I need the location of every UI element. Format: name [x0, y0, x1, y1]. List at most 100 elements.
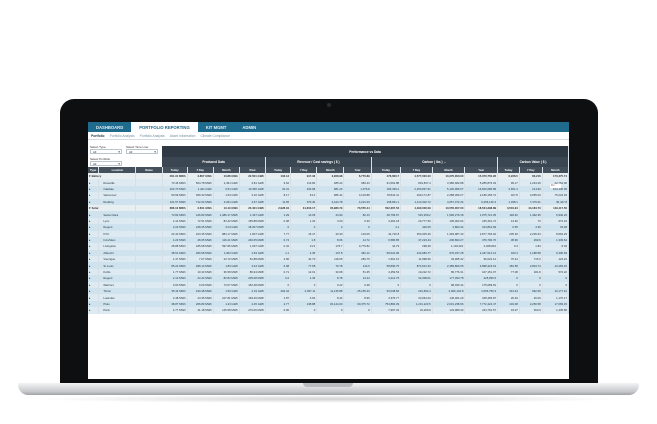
select-type-dropdown[interactable]: All	[90, 149, 122, 155]
table-row[interactable]: ▸ Albrecht 38.51 MWh 280.68 MWh 1,002 GWh 1.5…	[88, 249, 569, 257]
expand-toggle-icon[interactable]: ▸	[88, 268, 100, 276]
expand-toggle-icon[interactable]: ▸	[88, 300, 100, 308]
table-row[interactable]: ▸ Oakdale 203.70 MWh 1.421 GWh 6.51 GWh 10.35…	[88, 185, 569, 193]
subtab-portfolio[interactable]: Portfolio	[91, 133, 105, 138]
value-cell: 0	[265, 281, 292, 289]
value-cell: 43.07	[497, 307, 520, 314]
group-row[interactable]: ▾Battery 481.31 MWh 3.807 GWh 13.88 GWh 22.5…	[88, 173, 569, 180]
value-cell: 145.58 MWh	[213, 307, 240, 314]
expand-toggle-icon[interactable]: ▸	[88, 275, 100, 282]
location-cell: Pluto	[98, 300, 137, 308]
tab-kit-mgmt[interactable]: KIT MGMT	[205, 124, 227, 130]
table-row[interactable]: ▸ Pluto 38.87 MWh 266.80 MWh 1.23 GWh 2.45 GW…	[88, 300, 569, 308]
expand-toggle-icon[interactable]: ▸	[88, 236, 100, 244]
value-cell: 78,844.41	[371, 192, 402, 199]
column-search-input[interactable]: Fin	[550, 184, 561, 188]
expand-toggle-icon[interactable]: ▸	[88, 192, 100, 199]
value-cell: 976,337.28	[432, 249, 466, 257]
column-header[interactable]: Today	[162, 167, 188, 173]
value-cell: 235.39	[497, 230, 520, 237]
subtab-asset-information[interactable]: Asset Information	[169, 133, 196, 138]
table-row[interactable]: ▸ Regent 2.13 MWh 23.44 MWh 82.84 MWh 205.08 …	[88, 275, 569, 282]
expand-toggle-icon[interactable]: ▸	[88, 249, 100, 257]
table-row[interactable]: ▸ Regent 2.22 MWh 248.25 MWh 2.03 GWh 18.207 …	[88, 224, 569, 231]
table-row[interactable]: ▸ St Louis 85.24 MWh 489.13 MWh 1.83 GWh 3.44…	[88, 262, 569, 269]
table-row[interactable]: ▸ Irvin/Glen 4.23 MWh 28.05 MWh 116.21 MWh 24…	[88, 236, 569, 244]
table-row[interactable]: ▸ Redding 101.57 MWh 712.04 MWh 3.261 GWh 4.5…	[88, 198, 569, 205]
table-row[interactable]: ▸ Warriors 0.00 MWh 0.00 MWh 73.07 MWh 152.48…	[88, 281, 569, 289]
expand-toggle-icon[interactable]: ▸	[88, 288, 100, 295]
value-cell: 291,664.4	[400, 288, 433, 295]
expand-toggle-icon[interactable]: ▸	[88, 185, 100, 193]
expand-toggle-icon[interactable]: ▸	[88, 281, 100, 289]
column-header[interactable]: Month	[316, 167, 345, 173]
column-header[interactable]: 7 Day	[400, 167, 433, 173]
value-cell: 15,370,750.26	[464, 173, 499, 180]
column-header[interactable]: Type	[88, 167, 100, 173]
table-row[interactable]: ▸ Kohls 1.77 MWh 10.33 MWh 36.58 MWh 89.94 MW…	[88, 268, 569, 276]
column-header[interactable]: Name	[135, 167, 163, 173]
name-cell	[135, 262, 163, 269]
name-cell	[135, 288, 163, 295]
value-cell: 4,898,424.19	[464, 262, 499, 269]
column-header[interactable]: 7 Day	[519, 167, 543, 173]
column-header[interactable]: Location	[98, 167, 137, 173]
column-header[interactable]: Today	[371, 167, 402, 173]
expand-toggle-icon[interactable]: ▸	[88, 179, 100, 186]
value-cell: 572.22	[542, 268, 569, 276]
select-portfolio-dropdown[interactable]: All	[90, 161, 122, 167]
expand-toggle-icon[interactable]: ▸	[88, 230, 100, 237]
expand-toggle-icon[interactable]: ▸	[88, 243, 100, 250]
column-header[interactable]: Month	[542, 167, 569, 173]
column-header[interactable]: Month	[432, 167, 466, 173]
expand-toggle-icon[interactable]: ▸	[88, 217, 100, 225]
tab-admin[interactable]: ADMIN	[242, 124, 257, 130]
subtab-climate-compliance[interactable]: Climate Compliance	[200, 133, 230, 138]
value-cell: 11,898.66	[400, 256, 433, 263]
expand-toggle-icon[interactable]: ▸	[88, 211, 100, 218]
table-row[interactable]: ▸ Santa Clara 73.82 MWh 446.83 MWh 1,486.17 …	[88, 211, 569, 218]
tab-portfolio-reporting[interactable]: PORTFOLIO REPORTING	[131, 122, 198, 132]
collapse-toggle-icon[interactable]: ▾Battery	[88, 173, 137, 180]
table-row[interactable]: ▸ Livingston 28.88 MWh 185.68 MWh 597.86 MWh…	[88, 243, 569, 250]
value-cell: 58,896.75	[371, 262, 402, 269]
column-header[interactable]: Past	[239, 167, 267, 173]
column-header[interactable]: 7 Day	[187, 167, 214, 173]
expand-toggle-icon[interactable]: ▸	[88, 198, 100, 205]
column-header[interactable]: Year	[343, 167, 372, 173]
expand-toggle-icon[interactable]: ▸	[88, 307, 100, 314]
subtab-portfolio-analysis-2[interactable]: Portfolio Analysis	[139, 133, 165, 138]
name-cell	[135, 294, 163, 301]
column-header[interactable]: Today	[265, 167, 292, 173]
table-row[interactable]: ▸ Tinton 35.44 MWh 190.48 MWh 1.50 GWh 2.19 G…	[88, 288, 569, 295]
column-header[interactable]: Month	[213, 167, 240, 173]
value-cell: 7.07 MWh	[187, 256, 214, 263]
value-cell: 1,188.58	[519, 249, 543, 257]
value-cell: 6,940.26	[542, 211, 569, 218]
expand-toggle-icon[interactable]: ▸	[88, 256, 100, 263]
value-cell: 168,483.87	[464, 294, 499, 301]
table-row[interactable]: ▸ Lowndes 2.48 MWh 24.35 MWh 107.81 MWh 169.4…	[88, 294, 569, 301]
location-cell: Kohls	[98, 268, 137, 276]
column-header[interactable]: 7 Day	[290, 167, 318, 173]
table-row[interactable]: ▸ Roseville 73.46 MWh 504.78 MWh 2,461 GWh 3.…	[88, 179, 569, 186]
collapse-toggle-icon[interactable]: ▾Solar	[88, 204, 137, 212]
tab-dashboard[interactable]: DASHBOARD	[96, 124, 124, 130]
select-time-dropdown[interactable]: All	[126, 149, 158, 155]
table-row[interactable]: ▸ NYC 23.43 MWh 224.35 MWh 884.17 MWh 1.807 G…	[88, 230, 569, 237]
table-row[interactable]: ▸ Vienrigue 1.37 MWh 7.07 MWh 23.72 MWh 51.88…	[88, 256, 569, 263]
expand-toggle-icon[interactable]: ▸	[88, 294, 100, 301]
value-cell: 1.1	[265, 249, 292, 257]
table-row[interactable]: ▸ Lynn 2.14 MWh 72.51 MWh 83.42 MWh 155.88 MW…	[88, 217, 569, 225]
name-cell	[135, 268, 163, 276]
group-row[interactable]: ▾Solar 386.13 MWh 2.601 GWh 13.13 GWh 23.401…	[88, 204, 569, 212]
expand-toggle-icon[interactable]: ▸	[88, 224, 100, 231]
value-cell: 144.6	[343, 262, 372, 269]
expand-toggle-icon[interactable]: ▸	[88, 262, 100, 269]
column-header[interactable]: Year	[464, 167, 499, 173]
subtab-portfolio-analysis[interactable]: Portfolio Analysis	[109, 133, 135, 138]
table-row[interactable]: ▸ Paris 4.77 MWh 31.18 MWh 145.58 MWh 270.06 …	[88, 307, 569, 314]
value-cell: 70	[519, 217, 543, 225]
table-row[interactable]: ▸ Vancouver 50.99 MWh 369.33 MWh 1.63 GWh 3.1…	[88, 192, 569, 199]
column-header[interactable]: Today	[497, 167, 520, 173]
